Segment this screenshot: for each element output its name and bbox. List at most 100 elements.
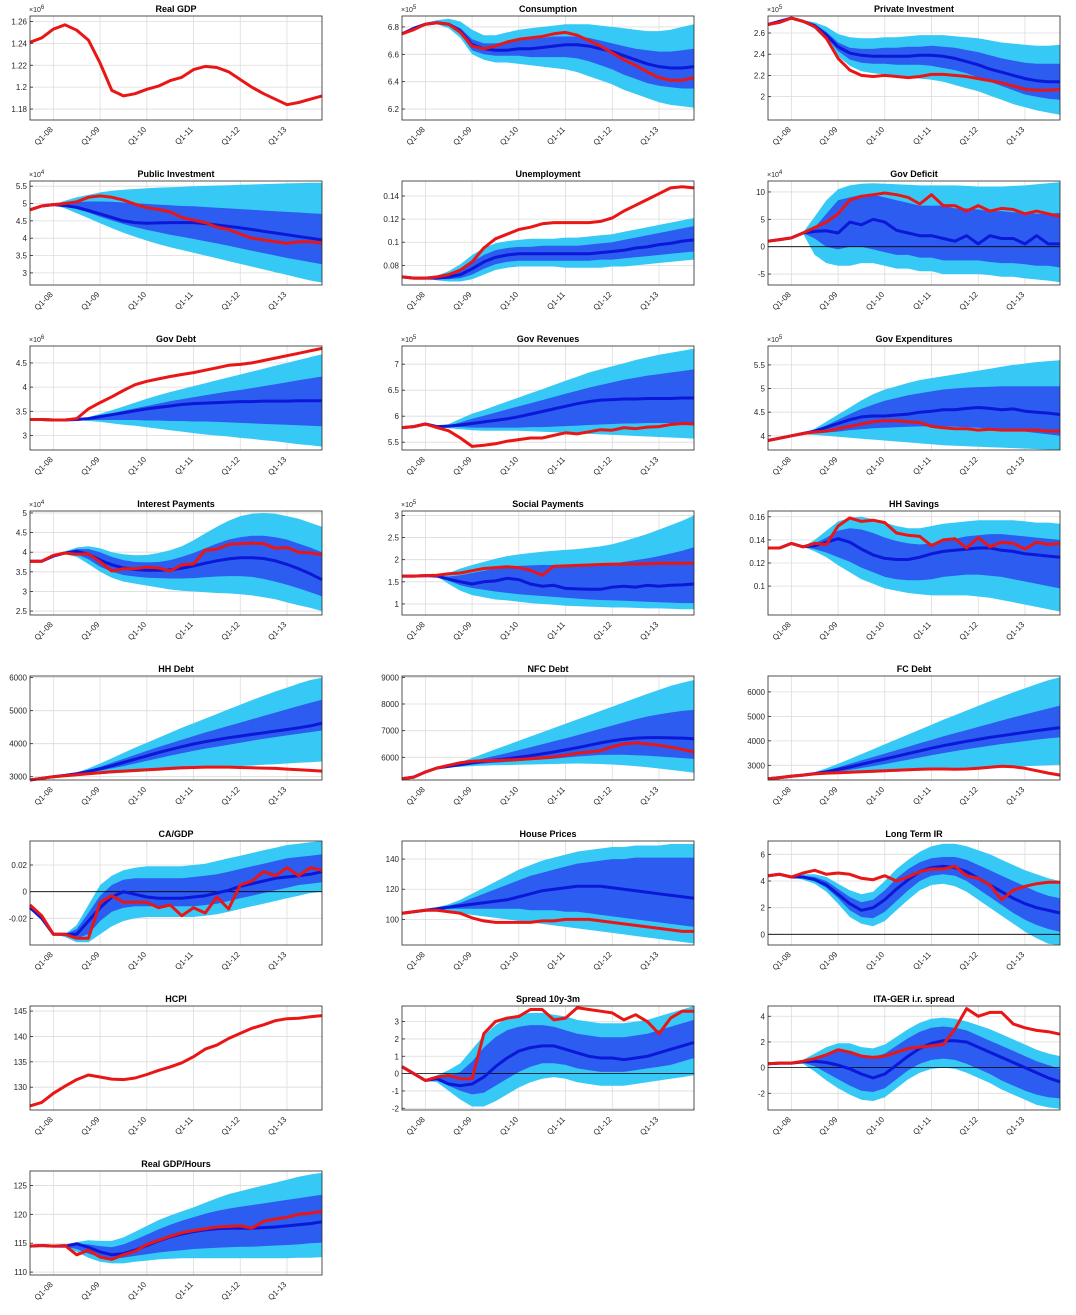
x-tick-label: Q1-10 [126, 785, 148, 807]
y-tick-label: 0.08 [383, 261, 399, 270]
x-tick-label: Q1-09 [79, 950, 101, 972]
series-median-line [30, 399, 322, 422]
x-tick-label: Q1-08 [405, 125, 427, 147]
chart-panel-16: 100 120 140 Q1-08 Q1-09 Q1-10 Q1-11 Q1-12 Q1-13 H… [386, 829, 695, 972]
x-tick-label: Q1-11 [545, 125, 567, 147]
x-tick-label: Q1-08 [771, 785, 793, 807]
x-tick-label: Q1-10 [126, 290, 148, 312]
series-actual-line [767, 1007, 1061, 1066]
y-tick-label: 6 [761, 850, 766, 859]
x-tick-label: Q1-12 [220, 620, 242, 642]
series-band90 [768, 677, 1060, 779]
x-tick-label: Q1-12 [220, 455, 242, 477]
x-tick-label: Q1-13 [638, 455, 660, 477]
x-tick-label: Q1-13 [638, 290, 660, 312]
y-tick-label: 3.5 [16, 252, 28, 261]
y-tick-label: 6.4 [388, 78, 400, 87]
y-tick-label: 2.5 [388, 534, 400, 543]
y-tick-label: 5000 [9, 707, 27, 716]
chart-panel-3: 3 3.5 4 4.5 5 5.5 Q1-08 Q1-09 Q1-10 Q1-11 Q1-12 Q1-… [16, 169, 323, 312]
chart-panel-6: 3 3.5 4 4.5 Q1-08 Q1-09 Q1-10 Q1-11 Q1-12 Q1-13 Go… [16, 334, 323, 477]
y-exponent-label: ×105 [767, 335, 783, 344]
series-actual-line [768, 516, 1061, 551]
x-tick-label: Q1-13 [1004, 290, 1026, 312]
chart-panel-18: 130 135 140 145 Q1-08 Q1-09 Q1-10 Q1-11 Q1-12 Q1-… [14, 994, 323, 1137]
y-tick-label: 0 [23, 888, 28, 897]
y-tick-label: 8000 [381, 700, 399, 709]
x-tick-label: Q1-13 [1004, 620, 1026, 642]
y-tick-label: 6.8 [388, 23, 400, 32]
y-tick-label: 1.22 [11, 61, 27, 70]
y-tick-label: 10 [756, 188, 765, 197]
y-tick-label: 6 [395, 412, 400, 421]
series-actual-line [401, 185, 695, 280]
x-tick-label: Q1-10 [498, 950, 520, 972]
x-tick-label: Q1-08 [771, 455, 793, 477]
y-tick-label: 1 [395, 1052, 400, 1061]
x-tick-label: Q1-11 [911, 455, 933, 477]
x-tick-label: Q1-08 [771, 1115, 793, 1137]
x-tick-label: Q1-13 [638, 785, 660, 807]
y-tick-label: 2 [395, 1035, 400, 1044]
series-actual-line [767, 419, 1060, 442]
x-tick-label: Q1-13 [266, 785, 288, 807]
y-tick-label: 4 [23, 383, 28, 392]
chart-title: Public Investment [137, 169, 214, 179]
x-tick-label: Q1-08 [405, 620, 427, 642]
y-exponent-label: ×106 [29, 5, 45, 14]
chart-title: Consumption [519, 4, 577, 14]
y-tick-label: 5.5 [388, 438, 400, 447]
x-tick-label: Q1-12 [220, 1280, 242, 1302]
x-tick-label: Q1-13 [266, 620, 288, 642]
x-tick-label: Q1-08 [405, 785, 427, 807]
y-tick-label: 0 [761, 243, 766, 252]
series-actual-line [401, 741, 695, 781]
x-tick-label: Q1-12 [958, 950, 980, 972]
x-tick-label: Q1-13 [266, 1115, 288, 1137]
series-band68 [768, 194, 1060, 268]
y-tick-label: 0.14 [383, 192, 399, 201]
series-actual-line [28, 866, 323, 940]
y-tick-label: 0 [761, 1064, 766, 1073]
y-tick-label: 6.2 [388, 105, 400, 114]
series-actual-line [29, 23, 323, 107]
y-tick-label: 4 [23, 548, 28, 557]
chart-title: Gov Expenditures [875, 334, 952, 344]
x-tick-label: Q1-11 [173, 290, 195, 312]
series-band68 [402, 857, 694, 927]
chart-panel-19: -2 -1 0 1 2 3 Q1-08 Q1-09 Q1-10 Q1-11 Q1-12 Q1-13 Sp… [392, 994, 695, 1137]
y-tick-label: 0.1 [388, 238, 400, 247]
chart-title: Social Payments [512, 499, 584, 509]
x-tick-label: Q1-09 [817, 620, 839, 642]
y-tick-label: 3 [395, 511, 400, 520]
x-tick-label: Q1-12 [958, 620, 980, 642]
x-tick-label: Q1-08 [33, 785, 55, 807]
x-tick-label: Q1-08 [405, 290, 427, 312]
y-tick-label: 0.02 [11, 861, 27, 870]
y-tick-label: 5000 [747, 712, 765, 721]
x-tick-label: Q1-09 [451, 1115, 473, 1137]
x-tick-label: Q1-08 [33, 1280, 55, 1302]
x-tick-label: Q1-10 [126, 1115, 148, 1137]
y-tick-label: 100 [386, 915, 400, 924]
y-exponent-label: ×104 [767, 170, 783, 179]
series-median-line [29, 203, 323, 242]
chart-panel-7: 5.5 6 6.5 7 Q1-08 Q1-09 Q1-10 Q1-11 Q1-12 Q1-13 Go… [388, 334, 695, 477]
chart-title: ITA-GER i.r. spread [873, 994, 954, 1004]
series-actual-line [29, 765, 323, 782]
x-tick-label: Q1-12 [958, 1115, 980, 1137]
y-tick-label: 1.18 [11, 105, 27, 114]
y-tick-label: 0.12 [749, 559, 765, 568]
x-tick-label: Q1-09 [79, 785, 101, 807]
y-tick-label: -0.02 [9, 914, 28, 923]
x-tick-label: Q1-12 [592, 290, 614, 312]
y-tick-label: 2 [761, 93, 766, 102]
x-tick-label: Q1-11 [173, 1280, 195, 1302]
x-tick-label: Q1-11 [173, 620, 195, 642]
x-tick-label: Q1-08 [771, 290, 793, 312]
y-tick-label: -5 [758, 270, 766, 279]
series-band68 [30, 376, 322, 427]
x-tick-label: Q1-10 [864, 620, 886, 642]
y-tick-label: 120 [14, 1210, 28, 1219]
